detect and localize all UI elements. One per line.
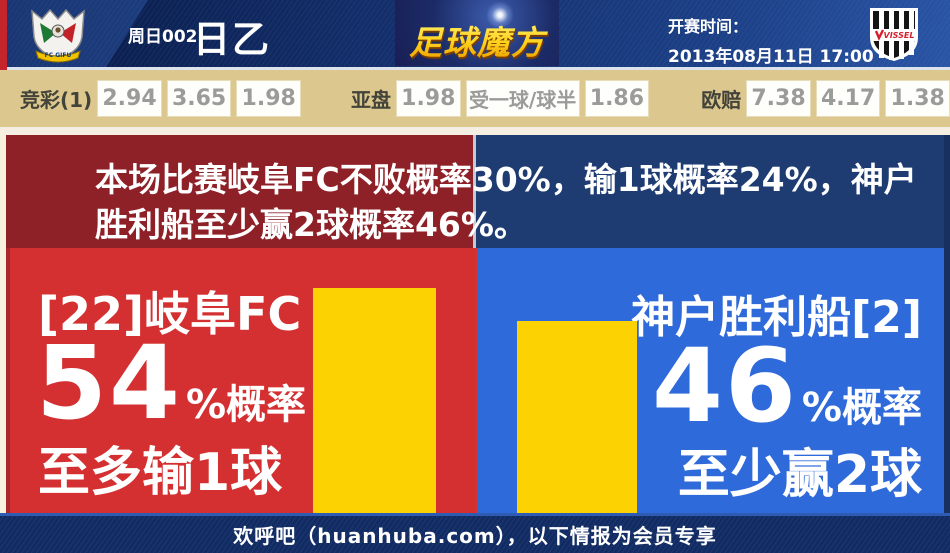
yapan-handicap: 受一球/球半 — [465, 80, 580, 117]
away-probability-bar — [517, 321, 637, 513]
footer-text: 欢呼吧（huanhuba.com），以下情报为会员专享 — [233, 524, 717, 548]
odds-bar: 竞彩(1) 2.94 3.65 1.98 亚盘 1.98 受一球/球半 1.86… — [0, 70, 950, 127]
footer-texture — [0, 516, 950, 553]
site-brand: 足球魔方 — [395, 16, 559, 64]
band-divider — [473, 135, 476, 248]
right-navy-edge — [944, 135, 950, 513]
oupei-home-odds: 7.38 — [746, 80, 811, 117]
home-outcome: 至多输1球 — [38, 443, 283, 503]
band-navy-half — [476, 135, 950, 248]
oupei-label: 欧赔 — [701, 88, 742, 112]
home-probability-row: 54 %概率 — [36, 333, 306, 435]
kickoff-label: 开赛时间： — [668, 17, 749, 36]
league-name: 日乙 — [193, 18, 271, 61]
vissel-kobe-crest-icon: VISSEL — [870, 8, 918, 61]
away-probability-suffix: %概率 — [801, 385, 922, 431]
prediction-band: 本场比赛岐阜FC不败概率30%，输1球概率24%，神户胜利船至少赢2球概率46%… — [0, 135, 950, 248]
separator-strip — [0, 127, 950, 135]
probability-panels: [22]岐阜FC 54 %概率 至多输1球 神户胜利船[2] 46 %概率 至少… — [0, 248, 950, 513]
jingcai-label: 竞彩(1) — [20, 88, 93, 112]
left-red-stripe — [0, 0, 7, 70]
prediction-message: 本场比赛岐阜FC不败概率30%，输1球概率24%，神户胜利船至少赢2球概率46%… — [95, 160, 917, 244]
home-team-name: [22]岐阜FC — [38, 287, 302, 341]
jingcai-draw-odds: 3.65 — [166, 80, 232, 117]
jingcai-home-odds: 2.94 — [97, 80, 162, 117]
kickoff-time: 2013年08月11日 17:00 — [668, 47, 874, 67]
yapan-label: 亚盘 — [350, 88, 391, 112]
home-probability-suffix: %概率 — [185, 382, 307, 428]
jingcai-away-odds: 1.98 — [236, 80, 301, 117]
footer: 欢呼吧（huanhuba.com），以下情报为会员专享 — [0, 513, 950, 553]
sparkle-icon — [487, 2, 513, 28]
fc-gifu-crest-icon: FC GIFU — [31, 8, 85, 63]
kickoff-block: 开赛时间： 2013年08月11日 17:00 — [668, 13, 874, 67]
home-probability-bar — [313, 288, 436, 513]
away-outcome: 至少赢2球 — [677, 445, 922, 505]
match-code: 周日002 — [128, 27, 198, 47]
left-cream-edge — [0, 130, 6, 513]
away-probability-row: 46 %概率 — [652, 336, 922, 438]
yapan-away-odds: 1.86 — [584, 80, 650, 117]
home-probability-value: 54 — [36, 324, 182, 443]
oupei-away-odds: 1.38 — [885, 80, 950, 117]
vissel-crest-text: VISSEL — [884, 31, 915, 40]
band-red-half — [0, 135, 476, 248]
away-team-name: 神户胜利船[2] — [631, 292, 922, 343]
away-probability-value: 46 — [651, 327, 798, 446]
brand-panel: 足球魔方 — [395, 0, 559, 66]
header-divider — [0, 67, 950, 70]
oupei-draw-odds: 4.17 — [815, 80, 881, 117]
fc-gifu-crest-text: FC GIFU — [45, 52, 72, 59]
yapan-home-odds: 1.98 — [395, 80, 461, 117]
